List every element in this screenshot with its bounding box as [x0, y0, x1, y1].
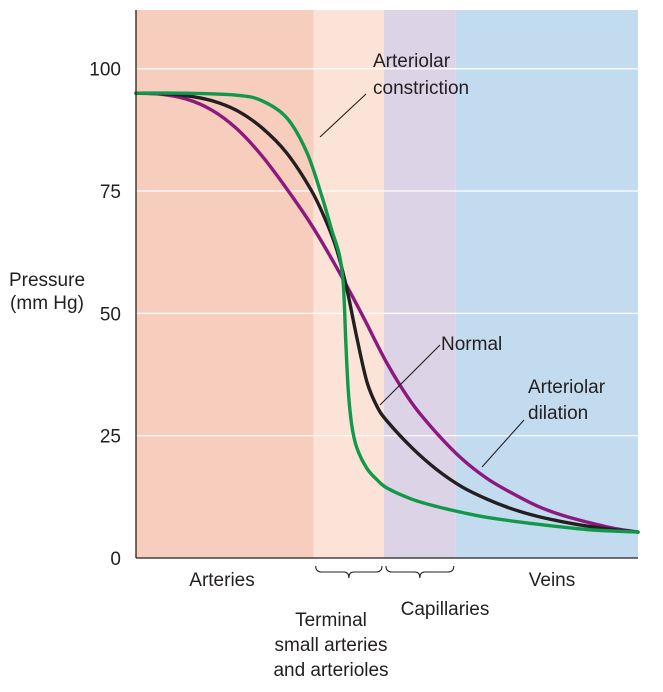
series-line-normal — [134, 91, 640, 534]
leader-line-1 — [379, 344, 441, 406]
region-backgrounds — [136, 10, 638, 558]
region-band-2 — [383, 10, 456, 558]
y-axis-label-line1: Pressure — [9, 270, 85, 291]
region-label-terminal-line2: small arteries — [275, 635, 388, 656]
region-band-3 — [455, 10, 638, 558]
annotation-constriction-line2: constriction — [373, 78, 469, 99]
series-line-arteriolar-dilation — [134, 91, 640, 534]
series-line-arteriolar-constriction — [134, 91, 640, 534]
region-braces — [315, 565, 455, 579]
brace-terminal — [315, 565, 383, 579]
y-tick-labels: 0 25 50 75 100 — [89, 60, 121, 570]
region-label-veins: Veins — [529, 570, 575, 591]
annotation-constriction-line1: Arteriolar — [373, 51, 451, 72]
series-lines — [134, 91, 640, 534]
y-tick-label-75: 75 — [100, 182, 121, 203]
region-band-1 — [313, 10, 384, 558]
region-band-0 — [136, 10, 314, 558]
leader-line-0 — [319, 93, 367, 138]
annotation-dilation-line2: dilation — [528, 403, 588, 424]
region-label-terminal-line1: Terminal — [295, 610, 367, 631]
region-label-arteries: Arteries — [189, 570, 254, 591]
y-axis-label-line2: (mm Hg) — [10, 293, 84, 314]
y-tick-label-100: 100 — [89, 60, 121, 81]
annotation-dilation-line1: Arteriolar — [528, 377, 606, 398]
y-tick-label-25: 25 — [100, 427, 121, 448]
y-tick-label-50: 50 — [100, 304, 121, 325]
axes — [135, 10, 638, 559]
region-label-terminal-line3: and arterioles — [273, 660, 388, 681]
gridlines — [136, 68, 638, 437]
annotation-leaders — [319, 93, 525, 468]
annotation-normal: Normal — [441, 334, 502, 355]
y-tick-label-0: 0 — [110, 549, 121, 570]
leader-line-2 — [481, 419, 525, 468]
region-label-capillaries: Capillaries — [401, 599, 490, 620]
brace-capillaries — [385, 565, 455, 579]
